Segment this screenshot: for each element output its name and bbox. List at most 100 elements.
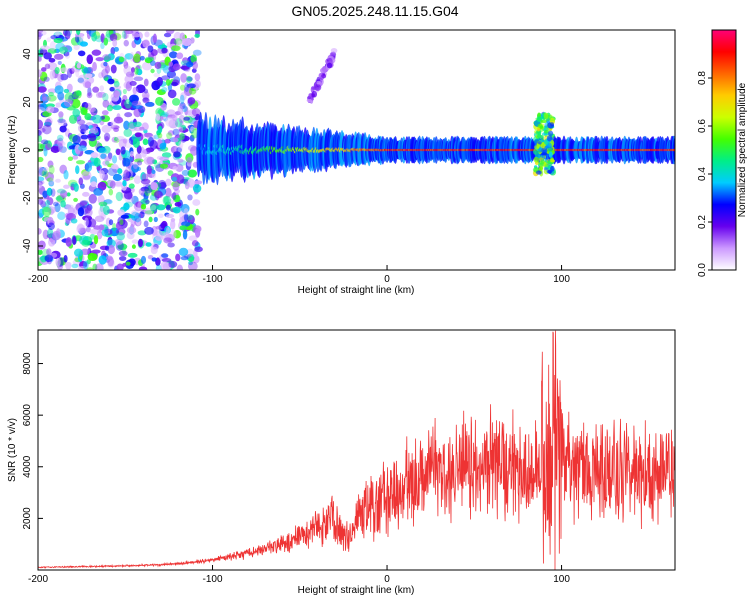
noise-cell — [56, 188, 66, 194]
noise-cell — [49, 177, 55, 186]
spike-cell — [543, 112, 549, 120]
noise-cell — [108, 188, 114, 196]
snr-y-ticks: 2000 4000 6000 8000 — [22, 352, 43, 530]
noise-cell — [91, 49, 102, 56]
noise-cell — [172, 98, 181, 106]
noise-cell — [104, 160, 110, 166]
noise-cell — [48, 57, 56, 63]
noise-cell — [43, 52, 52, 60]
noise-cell — [101, 124, 111, 134]
snr-y-tick-label: 6000 — [22, 404, 33, 427]
noise-cell — [55, 196, 63, 201]
noise-cell — [194, 228, 201, 238]
spur-cell — [330, 47, 338, 54]
noise-cell — [52, 230, 61, 241]
noise-cell — [60, 67, 68, 73]
noise-cell — [171, 81, 178, 87]
noise-cell — [71, 263, 79, 269]
noise-cell — [75, 30, 81, 36]
noise-cell — [54, 53, 64, 60]
noise-cell — [108, 30, 114, 35]
spectrogram-band-spur — [306, 47, 338, 104]
noise-cell — [155, 264, 162, 270]
noise-cell — [168, 260, 178, 268]
noise-cell — [85, 226, 91, 233]
noise-cell — [38, 198, 44, 205]
noise-cell — [177, 40, 182, 47]
noise-cell — [124, 112, 133, 118]
noise-cell — [106, 104, 114, 112]
noise-cell — [47, 228, 54, 239]
noise-cell — [144, 188, 151, 197]
spectrogram-y-tick-label: 0 — [22, 147, 33, 153]
noise-cell — [89, 228, 99, 235]
noise-cell — [119, 219, 124, 226]
noise-cell — [78, 32, 84, 42]
noise-cell — [66, 192, 71, 197]
noise-cell — [157, 132, 163, 139]
noise-cell — [161, 47, 168, 54]
noise-cell — [41, 92, 46, 102]
noise-cell — [133, 158, 144, 163]
noise-cell — [47, 94, 57, 102]
noise-cell — [53, 37, 63, 44]
noise-cell — [192, 49, 202, 56]
noise-cell — [133, 175, 141, 184]
snr-y-label: SNR (10 * v/v) — [7, 418, 18, 482]
noise-cell — [140, 198, 150, 205]
noise-cell — [144, 31, 150, 38]
noise-cell — [117, 209, 125, 217]
noise-cell — [134, 67, 139, 75]
noise-cell — [48, 164, 55, 175]
noise-cell — [128, 183, 135, 189]
noise-cell — [154, 61, 162, 70]
noise-cell — [38, 119, 44, 130]
noise-cell — [143, 220, 149, 228]
noise-cell — [123, 190, 133, 200]
snr-x-tick-label: 100 — [553, 574, 570, 585]
noise-cell — [190, 146, 199, 156]
noise-cell — [187, 214, 195, 225]
noise-cell — [81, 170, 92, 181]
noise-cell — [93, 157, 101, 167]
noise-cell — [64, 51, 71, 59]
spike-cell — [544, 163, 550, 168]
snr-x-tick-label: 0 — [384, 574, 390, 585]
noise-cell — [131, 164, 140, 173]
noise-cell — [110, 125, 120, 130]
noise-cell — [84, 102, 92, 110]
noise-cell — [182, 57, 189, 64]
noise-cell — [42, 96, 51, 101]
noise-cell — [133, 53, 141, 63]
noise-cell — [95, 91, 103, 99]
noise-cell — [123, 39, 129, 47]
snr-series-line — [38, 330, 675, 570]
noise-cell — [57, 211, 66, 221]
noise-cell — [47, 62, 58, 71]
spike-cell — [550, 159, 555, 163]
spectrogram-band-spike — [532, 111, 557, 177]
noise-cell — [192, 184, 202, 193]
noise-cell — [98, 224, 105, 231]
noise-cell — [59, 73, 69, 81]
colorbar-frame — [711, 29, 737, 271]
noise-cell — [172, 165, 178, 171]
colorbar-tick-label: 0.4 — [697, 167, 708, 181]
noise-cell — [107, 78, 115, 85]
noise-cell — [176, 52, 184, 60]
noise-cell — [84, 217, 89, 227]
noise-cell — [103, 37, 109, 46]
noise-cell — [50, 145, 61, 153]
noise-cell — [99, 85, 105, 92]
noise-cell — [60, 190, 68, 198]
noise-cell — [116, 263, 124, 270]
noise-cell — [167, 242, 175, 248]
noise-cell — [181, 169, 190, 177]
noise-cell — [118, 138, 127, 149]
noise-cell — [131, 100, 142, 107]
noise-cell — [153, 190, 164, 199]
noise-cell — [48, 238, 56, 247]
noise-cell — [129, 94, 139, 104]
noise-cell — [165, 116, 174, 127]
noise-cell — [178, 114, 186, 124]
